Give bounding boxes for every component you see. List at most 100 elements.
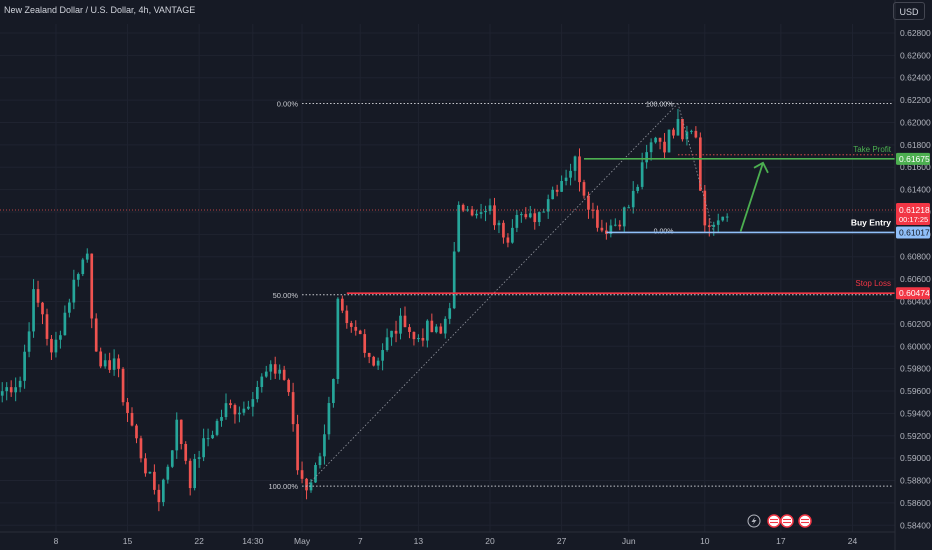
candle-body [381, 350, 384, 361]
candle-body [166, 466, 170, 480]
candle-body [76, 274, 80, 280]
candle-body [23, 351, 26, 381]
candle-body [515, 214, 519, 228]
drawings-layer: 0.00%50.00%100.00%100.00%0.00%Take Profi… [0, 99, 895, 491]
candle-body [564, 177, 568, 181]
candle-body [0, 391, 4, 396]
buy-entry-label: Buy Entry [851, 217, 891, 227]
us-flag-icon[interactable] [780, 514, 794, 528]
time-tick-label: Jun [622, 536, 636, 546]
candle-body [546, 199, 550, 212]
candle-body [493, 205, 496, 226]
candle-body [126, 402, 129, 413]
candle-body [345, 310, 349, 324]
candle-body [5, 387, 9, 392]
candle-body [59, 335, 62, 340]
candle-body [582, 182, 586, 196]
us-flag-icon[interactable] [798, 514, 812, 528]
candle-body [426, 320, 429, 341]
candle-body [85, 253, 89, 260]
candle-body [452, 251, 456, 309]
candle-body [417, 337, 420, 340]
small-fib-label: 100.00% [646, 101, 674, 108]
price-tick-label: 0.59200 [900, 431, 931, 441]
candle-body [336, 298, 340, 380]
candle-body [45, 314, 49, 339]
candle-body [340, 298, 344, 311]
candle-body [412, 331, 416, 340]
time-axis[interactable]: 8 15 22 14:30 May 7 13 20 27 Jun 10 17 24 [0, 531, 895, 546]
candle-body [108, 360, 111, 370]
us-flag-icon[interactable] [767, 514, 781, 528]
candle-body [600, 227, 604, 231]
candle-body [497, 222, 501, 226]
candle-body [587, 195, 590, 210]
price-tick-label: 0.61800 [900, 140, 931, 150]
price-tick-label: 0.59000 [900, 453, 931, 463]
candle-body [618, 224, 622, 227]
price-tick-label: 0.62800 [900, 28, 931, 38]
candle-body [32, 289, 35, 332]
current-price-tag-bg [896, 202, 930, 225]
candle-body [238, 412, 241, 415]
candle-body [72, 279, 76, 303]
candle-body [461, 204, 465, 211]
price-tick-label: 0.62200 [900, 95, 931, 105]
candle-body [36, 289, 40, 303]
candle-body [363, 334, 367, 353]
candle-body [54, 339, 58, 353]
candle-body [484, 210, 487, 213]
candle-body [170, 450, 174, 467]
candle-body [636, 186, 640, 191]
candle-body [466, 209, 469, 211]
candle-body [663, 141, 666, 153]
candle-body [622, 207, 626, 227]
candle-body [264, 371, 268, 377]
price-tick-label: 0.62400 [900, 73, 931, 83]
candle-body [50, 338, 53, 353]
candle-body [408, 327, 411, 332]
price-axis[interactable]: 0.62800 0.62600 0.62400 0.62200 0.62000 0.618… [894, 0, 931, 550]
candle-body [139, 438, 143, 459]
candle-body [157, 489, 161, 503]
time-tick-label: 14:30 [242, 536, 264, 546]
candle-body [421, 337, 425, 341]
candle-body [690, 130, 693, 132]
candle-body [188, 460, 192, 489]
current-price-tag: 0.61218 [899, 205, 930, 215]
candle-body [206, 438, 210, 440]
candle-body [399, 315, 402, 334]
currency-button[interactable]: USD [893, 2, 925, 20]
time-tick-label: 24 [848, 536, 858, 546]
candle-body [153, 471, 156, 490]
time-tick-label: May [294, 536, 311, 546]
target-arrow [739, 162, 764, 232]
countdown-tag: 00:17:25 [899, 215, 928, 224]
candle-body [694, 130, 698, 138]
candle-body [9, 387, 13, 393]
candle-body [197, 457, 201, 459]
candle-body [551, 189, 555, 200]
candle-body [542, 211, 546, 213]
candle-body [184, 444, 188, 461]
price-tick-label: 0.62000 [900, 117, 931, 127]
candle-body [242, 408, 246, 413]
candle-body [649, 142, 653, 153]
price-tick-label: 0.60800 [900, 252, 931, 262]
candle-body [488, 205, 492, 211]
candle-body [193, 458, 197, 489]
fib-level-label: 0.00% [277, 99, 299, 108]
us-flag-icon-ring [780, 514, 794, 528]
stop-loss-tag: 0.60474 [899, 288, 930, 298]
candle-body [475, 213, 478, 216]
small-fib-line [677, 103, 715, 233]
candle-body [524, 214, 528, 218]
candle-body [654, 137, 657, 143]
time-tick-label: 15 [123, 536, 133, 546]
lightning-icon[interactable] [747, 514, 761, 528]
candle-body [103, 360, 107, 367]
time-tick-label: 7 [358, 536, 363, 546]
fib-trend-line [306, 103, 679, 487]
candle-body [376, 360, 380, 366]
